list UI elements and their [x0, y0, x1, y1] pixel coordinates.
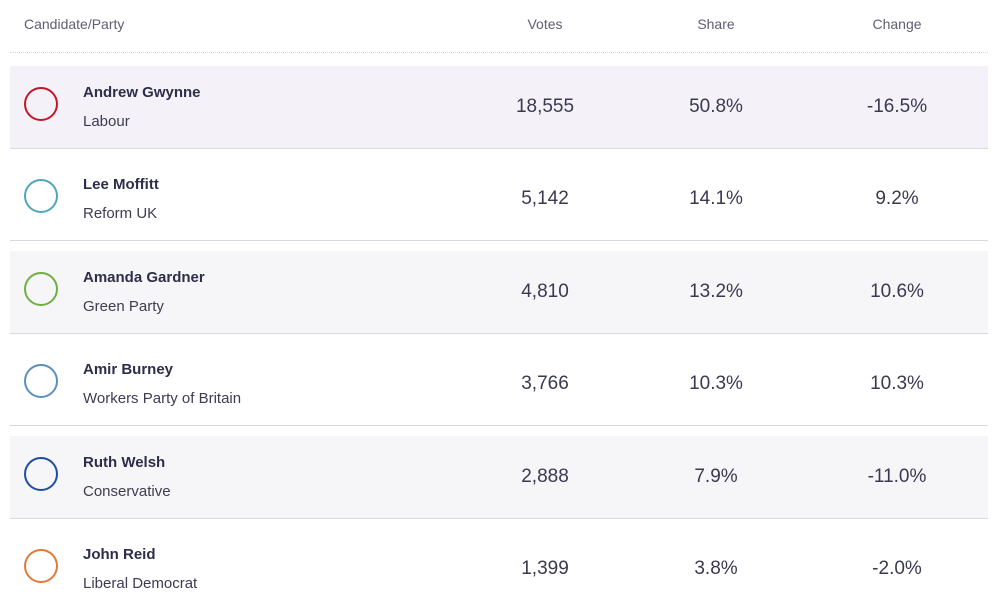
share-value: 50.8% — [689, 96, 743, 117]
header-change: Change — [872, 16, 922, 32]
table-row: Ruth Welsh Conservative 2,888 7.9% -11.0… — [10, 436, 988, 519]
party-name: Labour — [83, 113, 130, 130]
party-name: Conservative — [83, 483, 171, 500]
header-share: Share — [697, 16, 735, 32]
party-color-icon — [24, 364, 58, 398]
change-value: 10.3% — [870, 373, 924, 394]
change-value: 10.6% — [870, 281, 924, 302]
change-value: -16.5% — [866, 96, 928, 117]
party-color-icon — [24, 549, 58, 583]
change-value: 9.2% — [875, 188, 919, 209]
party-name: Workers Party of Britain — [83, 390, 242, 407]
election-results-table: Candidate/Party Votes Share Change Andre… — [10, 0, 990, 610]
header-candidate-party: Candidate/Party — [24, 16, 125, 32]
table-row: John Reid Liberal Democrat 1,399 3.8% -2… — [10, 528, 988, 610]
table-row: Lee Moffitt Reform UK 5,142 14.1% 9.2% — [10, 158, 988, 241]
party-color-icon — [24, 179, 58, 213]
candidate-name: Amir Burney — [83, 361, 174, 378]
votes-value: 1,399 — [521, 558, 569, 579]
candidate-name: Lee Moffitt — [83, 176, 159, 193]
party-name: Green Party — [83, 298, 164, 315]
share-value: 10.3% — [689, 373, 743, 394]
change-value: -2.0% — [872, 558, 922, 579]
votes-value: 2,888 — [521, 466, 569, 487]
votes-value: 4,810 — [521, 281, 569, 302]
party-color-icon — [24, 272, 58, 306]
votes-value: 3,766 — [521, 373, 569, 394]
candidate-name: Amanda Gardner — [83, 269, 205, 286]
candidate-name: Andrew Gwynne — [83, 84, 201, 101]
share-value: 13.2% — [689, 281, 743, 302]
candidate-name: John Reid — [83, 546, 156, 563]
table-row: Andrew Gwynne Labour 18,555 50.8% -16.5% — [10, 66, 988, 149]
party-color-icon — [24, 87, 58, 121]
table-row: Amanda Gardner Green Party 4,810 13.2% 1… — [10, 251, 988, 334]
header-votes: Votes — [527, 16, 563, 32]
party-name: Reform UK — [83, 205, 158, 222]
party-name: Liberal Democrat — [83, 575, 198, 592]
candidate-name: Ruth Welsh — [83, 454, 166, 471]
share-value: 3.8% — [694, 558, 738, 579]
votes-value: 18,555 — [515, 96, 575, 117]
table-header: Candidate/Party Votes Share Change — [10, 0, 988, 53]
votes-value: 5,142 — [521, 188, 569, 209]
party-color-icon — [24, 457, 58, 491]
table-row: Amir Burney Workers Party of Britain 3,7… — [10, 343, 988, 426]
share-value: 7.9% — [694, 466, 738, 487]
share-value: 14.1% — [689, 188, 743, 209]
change-value: -11.0% — [867, 466, 927, 487]
